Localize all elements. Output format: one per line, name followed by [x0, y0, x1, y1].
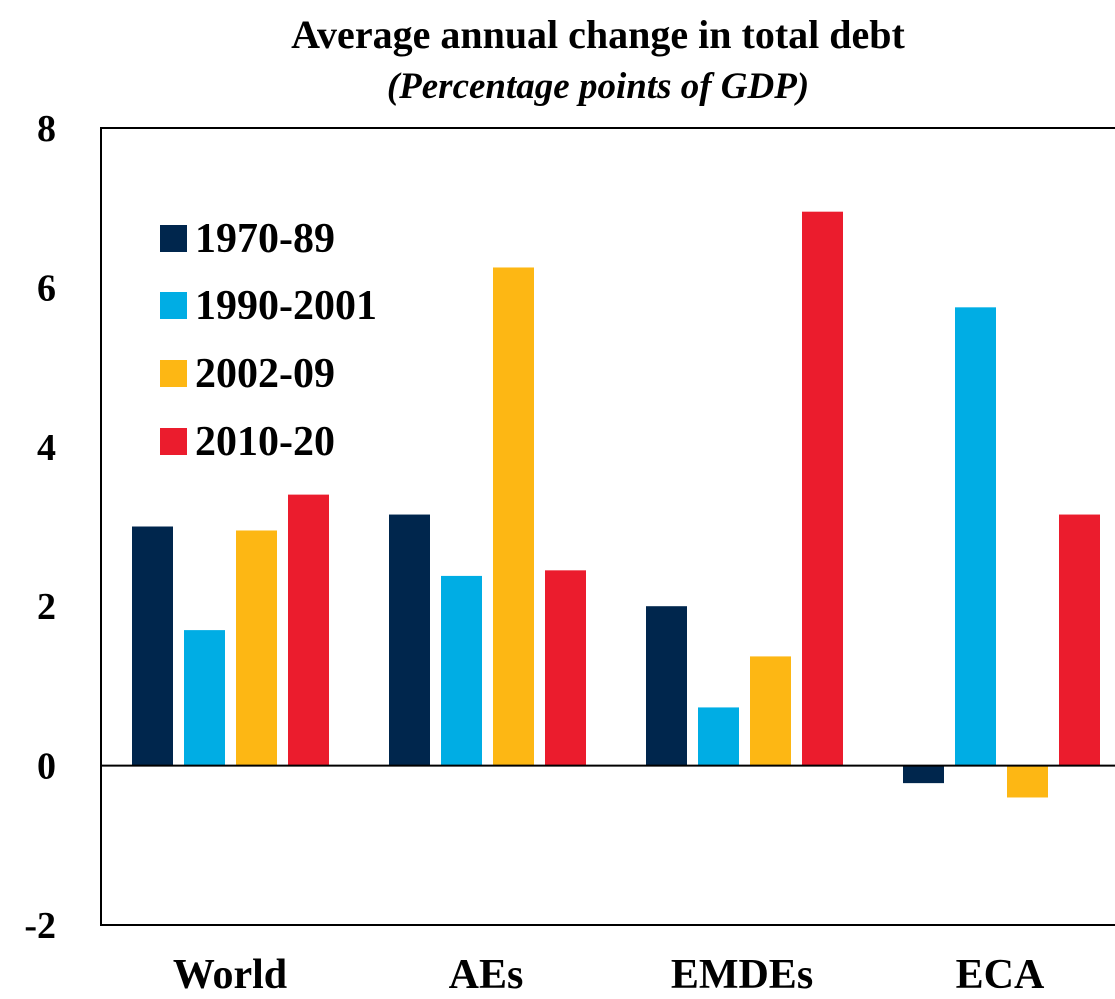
bar-world-1990-2001 [184, 630, 225, 766]
y-tick-label: 2 [37, 586, 56, 628]
x-category-label: EMDEs [671, 952, 813, 998]
bar-world-2010-20 [288, 494, 329, 766]
bar-eca-1990-2001 [955, 307, 996, 766]
bar-world-2002-09 [236, 530, 277, 766]
bar-aes-1990-2001 [441, 575, 482, 766]
chart-title: Average annual change in total debt [291, 12, 905, 57]
y-tick-label: 4 [37, 427, 56, 469]
bar-eca-2010-20 [1059, 514, 1100, 766]
bar-eca-2002-09 [1007, 765, 1048, 798]
bar-aes-2010-20 [545, 570, 586, 766]
y-axis-ticks: 8 6 4 2 0 -2 [24, 108, 56, 947]
legend-label: 1990-2001 [195, 283, 377, 329]
y-tick-label: 6 [37, 267, 56, 309]
y-tick-label: 0 [37, 746, 56, 788]
bar-emdes-2002-09 [750, 656, 791, 766]
bar-emdes-1970-89 [646, 606, 687, 766]
bar-emdes-1990-2001 [698, 707, 739, 766]
y-tick-label: 8 [37, 108, 56, 150]
x-category-label: AEs [449, 952, 524, 998]
x-axis-categories: World AEs EMDEs ECA [173, 952, 1045, 998]
bars-group [132, 211, 1100, 798]
legend-swatch [160, 428, 187, 455]
legend-swatch [160, 292, 187, 319]
chart-subtitle: (Percentage points of GDP) [387, 66, 809, 107]
legend-swatch [160, 225, 187, 252]
legend-label: 1970-89 [195, 216, 335, 262]
legend-label: 2010-20 [195, 419, 335, 465]
x-category-label: World [173, 952, 287, 998]
y-tick-label: -2 [24, 905, 56, 947]
legend-swatch [160, 360, 187, 387]
legend: 1970-89 1990-2001 2002-09 2010-20 [160, 216, 377, 465]
bar-aes-2002-09 [493, 267, 534, 766]
legend-label: 2002-09 [195, 351, 335, 397]
bar-emdes-2010-20 [802, 211, 843, 766]
plot-area-border [100, 127, 1115, 926]
bar-eca-1970-89 [903, 765, 944, 784]
bar-aes-1970-89 [389, 514, 430, 766]
bar-world-1970-89 [132, 526, 173, 766]
x-category-label: ECA [956, 952, 1045, 998]
